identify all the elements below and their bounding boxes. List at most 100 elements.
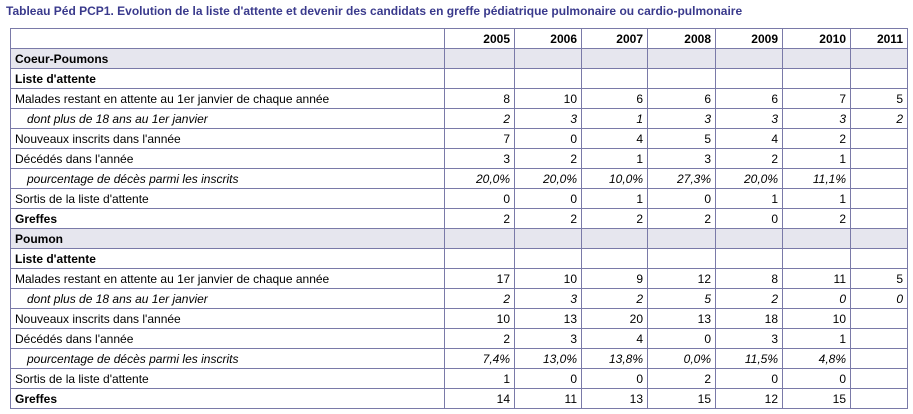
value-cell: 13	[647, 308, 716, 329]
table-row: Nouveaux inscrits dans l'année 7 0 4 5 4 2	[10, 128, 908, 149]
value-cell: 13,0%	[514, 348, 582, 369]
value-cell: 0	[715, 368, 783, 389]
value-cell	[850, 168, 908, 189]
value-cell	[514, 48, 582, 69]
value-cell	[850, 388, 908, 409]
value-cell: 4	[715, 128, 783, 149]
value-cell: 2	[647, 208, 716, 229]
value-cell: 12	[647, 268, 716, 289]
value-cell	[514, 68, 582, 89]
value-cell: 1	[782, 148, 851, 169]
value-cell: 5	[647, 288, 716, 309]
value-cell: 1	[581, 188, 648, 209]
value-cell: 2	[514, 148, 582, 169]
value-cell: 0	[514, 368, 582, 389]
value-cell: 3	[715, 108, 783, 129]
table-row: Sortis de la liste d'attente 1 0 0 2 0 0	[10, 368, 908, 389]
value-cell: 10	[444, 308, 515, 329]
table-title: Tableau Péd PCP1. Evolution de la liste …	[6, 4, 743, 18]
header-year-cell: 2007	[581, 28, 648, 49]
value-cell	[444, 48, 515, 69]
value-cell: 11,1%	[782, 168, 851, 189]
value-cell: 2	[581, 208, 648, 229]
value-cell: 7	[782, 88, 851, 109]
value-cell: 0	[850, 288, 908, 309]
table-row: Sortis de la liste d'attente 0 0 1 0 1 1	[10, 188, 908, 209]
header-year-cell: 2005	[444, 28, 515, 49]
value-cell	[514, 248, 582, 269]
value-cell	[850, 188, 908, 209]
table-row: Décédés dans l'année 3 2 1 3 2 1	[10, 148, 908, 169]
waitlist-table: 2005 2006 2007 2008 2009 2010 2011 Coeur…	[10, 28, 908, 409]
value-cell: 10	[782, 308, 851, 329]
value-cell: 14	[444, 388, 515, 409]
value-cell: 2	[715, 148, 783, 169]
value-cell	[782, 48, 851, 69]
row-label: Nouveaux inscrits dans l'année	[10, 128, 445, 149]
table-row: Nouveaux inscrits dans l'année 10 13 20 13 18…	[10, 308, 908, 329]
value-cell: 11,5%	[715, 348, 783, 369]
value-cell	[782, 228, 851, 249]
table-row: pourcentage de décès parmi les inscrits 7…	[10, 348, 908, 369]
value-cell: 11	[514, 388, 582, 409]
table-row: Malades restant en attente au 1er janvie…	[10, 88, 908, 109]
value-cell: 8	[444, 88, 515, 109]
value-cell: 0	[581, 368, 648, 389]
value-cell: 5	[850, 88, 908, 109]
row-label: Décédés dans l'année	[10, 148, 445, 169]
value-cell: 6	[647, 88, 716, 109]
value-cell: 0	[715, 208, 783, 229]
value-cell: 0	[514, 128, 582, 149]
row-label: Liste d'attente	[10, 248, 445, 269]
table-row: Poumon	[10, 228, 908, 249]
table-row: Liste d'attente	[10, 248, 908, 269]
row-label: Sortis de la liste d'attente	[10, 368, 445, 389]
value-cell	[444, 68, 515, 89]
row-label: Liste d'attente	[10, 68, 445, 89]
row-label: Poumon	[10, 228, 445, 249]
row-label: Greffes	[10, 388, 445, 409]
value-cell	[514, 228, 582, 249]
table-body: 2005 2006 2007 2008 2009 2010 2011 Coeur…	[10, 28, 908, 409]
value-cell: 27,3%	[647, 168, 716, 189]
value-cell	[850, 368, 908, 389]
value-cell	[850, 68, 908, 89]
value-cell	[850, 228, 908, 249]
table-row: Décédés dans l'année 2 3 4 0 3 1	[10, 328, 908, 349]
value-cell: 2	[444, 208, 515, 229]
value-cell: 20	[581, 308, 648, 329]
value-cell: 10	[514, 88, 582, 109]
row-label: Nouveaux inscrits dans l'année	[10, 308, 445, 329]
value-cell: 0	[514, 188, 582, 209]
value-cell: 8	[715, 268, 783, 289]
value-cell: 13	[514, 308, 582, 329]
value-cell: 4,8%	[782, 348, 851, 369]
value-cell	[715, 48, 783, 69]
value-cell	[444, 228, 515, 249]
header-year-cell: 2009	[715, 28, 783, 49]
value-cell: 6	[581, 88, 648, 109]
value-cell	[850, 348, 908, 369]
value-cell: 2	[444, 288, 515, 309]
header-row: 2005 2006 2007 2008 2009 2010 2011	[10, 28, 908, 49]
value-cell	[581, 248, 648, 269]
value-cell	[715, 68, 783, 89]
value-cell: 3	[782, 108, 851, 129]
value-cell	[782, 248, 851, 269]
value-cell: 5	[850, 268, 908, 289]
table-row: Greffes 2 2 2 2 0 2	[10, 208, 908, 229]
value-cell: 13,8%	[581, 348, 648, 369]
value-cell: 15	[782, 388, 851, 409]
table-row: pourcentage de décès parmi les inscrits 2…	[10, 168, 908, 189]
value-cell	[850, 208, 908, 229]
value-cell: 2	[850, 108, 908, 129]
value-cell	[581, 48, 648, 69]
value-cell: 2	[782, 128, 851, 149]
row-label: pourcentage de décès parmi les inscrits	[10, 348, 445, 369]
value-cell: 3	[444, 148, 515, 169]
value-cell: 13	[581, 388, 648, 409]
value-cell: 2	[444, 108, 515, 129]
value-cell: 2	[647, 368, 716, 389]
value-cell: 12	[715, 388, 783, 409]
table-row: dont plus de 18 ans au 1er janvier 2 3 1 3 3 3…	[10, 108, 908, 129]
